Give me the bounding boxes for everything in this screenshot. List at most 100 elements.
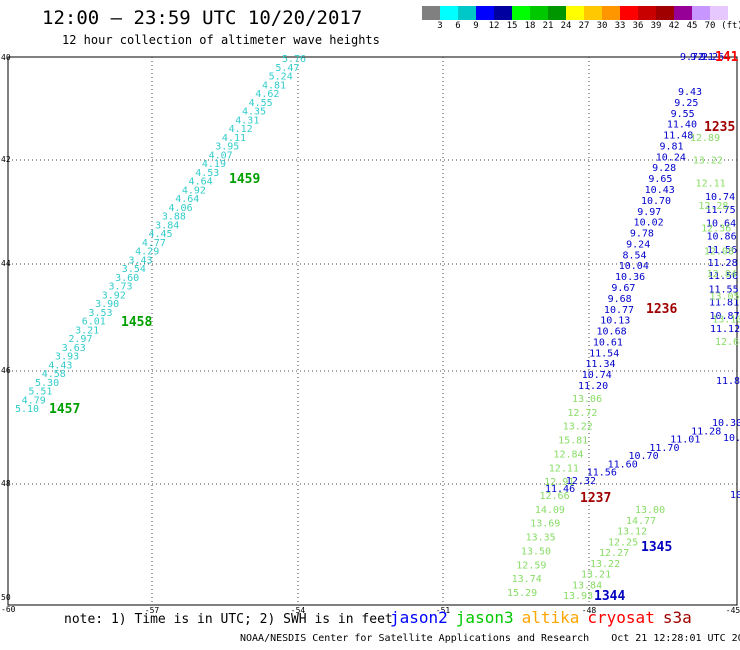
swh-value: 11.28 <box>691 426 721 437</box>
legend-swatch <box>584 6 602 20</box>
swh-value: 4.55 <box>249 98 273 109</box>
chart-title: 12:00 – 23:59 UTC 10/20/2017 <box>42 7 363 29</box>
swh-value: 11.46 <box>545 484 575 495</box>
swh-value: 9.81 <box>659 141 683 152</box>
track-time-label: 1236 <box>646 302 677 317</box>
swh-value: 10.70 <box>629 451 659 462</box>
swh-value: 3.21 <box>75 325 99 336</box>
swh-value: 4.45 <box>149 229 173 240</box>
satellite-label: s3a <box>662 608 692 627</box>
axis-lon-label: -51 <box>436 606 451 615</box>
swh-value: 13.00 <box>635 505 665 516</box>
axis-lon-label: -57 <box>145 606 160 615</box>
map-grid <box>8 57 737 605</box>
swh-value: 6.01 <box>82 317 106 328</box>
swh-value: 11.34 <box>585 359 615 370</box>
swh-value: 12.59 <box>516 560 546 571</box>
legend-label: 9 <box>473 21 479 31</box>
swh-value: 4.62 <box>255 89 279 100</box>
swh-value: 5.47 <box>275 63 299 74</box>
swh-value: 3.93 <box>55 352 79 363</box>
swh-value: 12.08 <box>704 246 734 257</box>
swh-value: 4.81 <box>262 80 286 91</box>
swh-value: 12.25 <box>608 537 638 548</box>
swh-value: 3.92 <box>102 290 126 301</box>
swh-value: 10.64 <box>706 218 736 229</box>
satellite-label: jason3 <box>455 608 514 627</box>
credit-timestamp: Oct 21 12:28:01 UTC 2017 <box>611 633 740 644</box>
track-time-label: 1459 <box>229 172 260 187</box>
swh-value: 13.21 <box>581 570 611 581</box>
legend-swatch <box>710 6 728 20</box>
swh-value: 13.06 <box>572 394 602 405</box>
swh-value: 9.67 <box>611 283 635 294</box>
swh-value: 3.43 <box>128 255 152 266</box>
swh-value: 4.43 <box>48 360 72 371</box>
axis-labels: -57 -54 -51 -48 -45 40 42 44 46 48 50 -60 <box>1 53 740 615</box>
swh-value: 11.40 <box>667 120 697 131</box>
swh-value: 9.43 <box>678 87 702 98</box>
legend-label: 42 <box>668 21 680 31</box>
track-time-label: 1344 <box>594 589 625 604</box>
swh-value: 13.12 <box>617 527 647 538</box>
swh-value: 3.54 <box>122 264 146 275</box>
swh-value: 4.64 <box>189 177 213 188</box>
swh-value: 5.51 <box>28 387 52 398</box>
track-time-label: 1235 <box>704 120 735 135</box>
swh-value: 13.84 <box>572 580 602 591</box>
legend-label: 6 <box>455 21 461 31</box>
swh-value: 11.12 <box>710 324 740 335</box>
swh-value: 9.28 <box>652 163 676 174</box>
swh-value: 10.86 <box>707 232 737 243</box>
track-time-label: 1237 <box>580 491 611 506</box>
legend-swatch <box>422 6 440 20</box>
swh-value: 4.06 <box>169 203 193 214</box>
swh-value: 5.76 <box>282 54 306 65</box>
swh-value: 13.93 <box>563 591 593 602</box>
satellite-label: jason2 <box>390 608 448 627</box>
swh-value: 9.97 <box>637 207 661 218</box>
axis-lat-label: 50 <box>1 593 11 602</box>
swh-value: 10.43 <box>645 185 675 196</box>
satellite-label: altika <box>521 608 580 627</box>
legend-swatch <box>638 6 656 20</box>
swh-value: 10.68 <box>597 327 627 338</box>
legend-swatch <box>566 6 584 20</box>
legend-label: 3 <box>437 21 443 31</box>
swh-value: 13.22 <box>563 422 593 433</box>
swh-value: 10.24 <box>656 152 686 163</box>
swh-value: 12.84 <box>553 449 583 460</box>
legend-label: 33 <box>614 21 626 31</box>
legend-swatch <box>548 6 566 20</box>
swh-value: 4.77 <box>142 238 166 249</box>
track-time-labels: 1459 1458 1457 1235 1236 1237 1345 1344 141 <box>49 50 739 604</box>
satellite-label: cryosat <box>587 608 655 627</box>
swh-value: 9.72 <box>680 52 704 63</box>
axis-lon-label: -45 <box>726 606 740 615</box>
swh-value: 11.56 <box>708 271 738 282</box>
swh-value: 4.35 <box>242 107 266 118</box>
swh-value: 4.31 <box>235 115 259 126</box>
swh-value: 4.53 <box>195 168 219 179</box>
footer-note: note: 1) Time is in UTC; 2) SWH is in fe… <box>64 612 393 627</box>
swh-value: 10.77 <box>604 305 634 316</box>
axis-lon-label: -48 <box>582 606 597 615</box>
swh-value: 3.88 <box>162 212 186 223</box>
swh-value: 10.30 <box>712 418 740 429</box>
legend-swatch <box>602 6 620 20</box>
swh-value: 9.21 <box>690 52 714 63</box>
axis-lat-label: 46 <box>1 366 11 375</box>
swh-value: 4.92 <box>182 185 206 196</box>
swh-value: 10.13 <box>600 316 630 327</box>
track-time-label: 1345 <box>641 540 672 555</box>
swh-value: 11.54 <box>589 348 619 359</box>
swh-value: 10.36 <box>615 272 645 283</box>
swh-value: 9.25 <box>674 98 698 109</box>
axis-lat-label: 42 <box>1 155 11 164</box>
swh-value: 13.05 <box>709 292 739 303</box>
legend-swatch <box>512 6 530 20</box>
swh-value: 4.11 <box>222 133 246 144</box>
swh-value: 12.11 <box>696 178 726 189</box>
